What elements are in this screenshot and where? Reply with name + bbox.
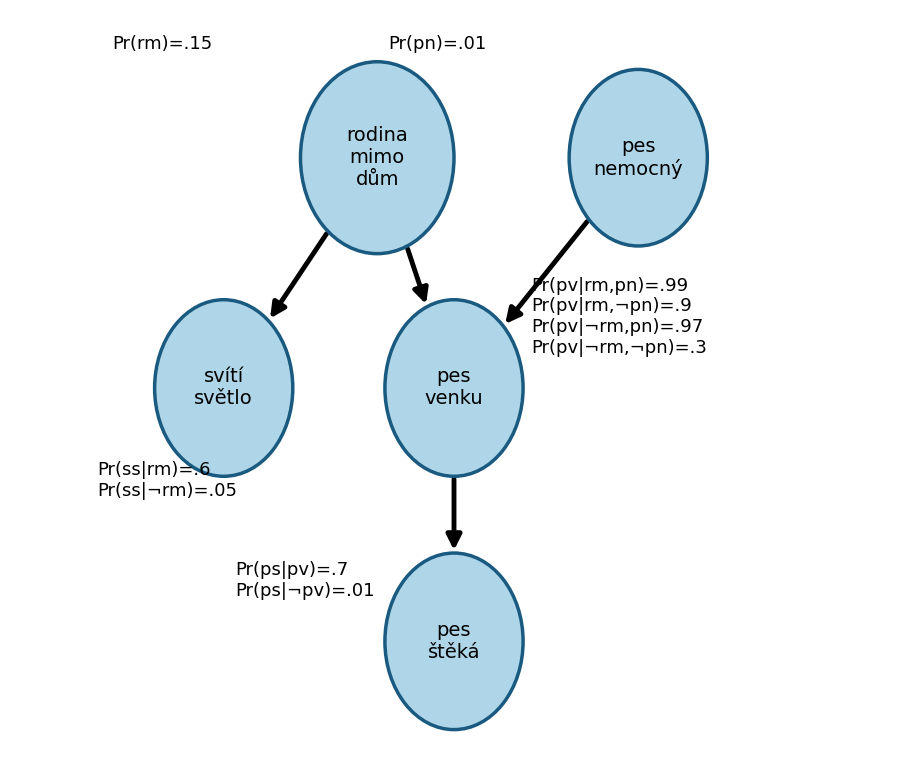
Text: Pr(ps|pv)=.7
Pr(ps|¬pv)=.01: Pr(ps|pv)=.7 Pr(ps|¬pv)=.01 <box>235 561 375 600</box>
Ellipse shape <box>154 300 292 476</box>
Text: rodina
mimo
dům: rodina mimo dům <box>346 126 408 189</box>
Text: pes
venku: pes venku <box>425 368 483 408</box>
Ellipse shape <box>569 69 707 246</box>
Text: Pr(rm)=.15: Pr(rm)=.15 <box>113 35 212 53</box>
Text: pes
štěká: pes štěká <box>428 621 480 662</box>
Ellipse shape <box>385 553 523 729</box>
Text: Pr(pv|rm,pn)=.99
Pr(pv|rm,¬pn)=.9
Pr(pv|¬rm,pn)=.97
Pr(pv|¬rm,¬pn)=.3: Pr(pv|rm,pn)=.99 Pr(pv|rm,¬pn)=.9 Pr(pv|… <box>531 277 706 357</box>
Text: svítí
světlo: svítí světlo <box>194 368 253 408</box>
Text: Pr(ss|rm)=.6
Pr(ss|¬rm)=.05: Pr(ss|rm)=.6 Pr(ss|¬rm)=.05 <box>97 461 237 500</box>
Ellipse shape <box>301 62 454 254</box>
Text: pes
nemocný: pes nemocný <box>594 137 683 178</box>
Ellipse shape <box>385 300 523 476</box>
Text: Pr(pn)=.01: Pr(pn)=.01 <box>389 35 487 53</box>
